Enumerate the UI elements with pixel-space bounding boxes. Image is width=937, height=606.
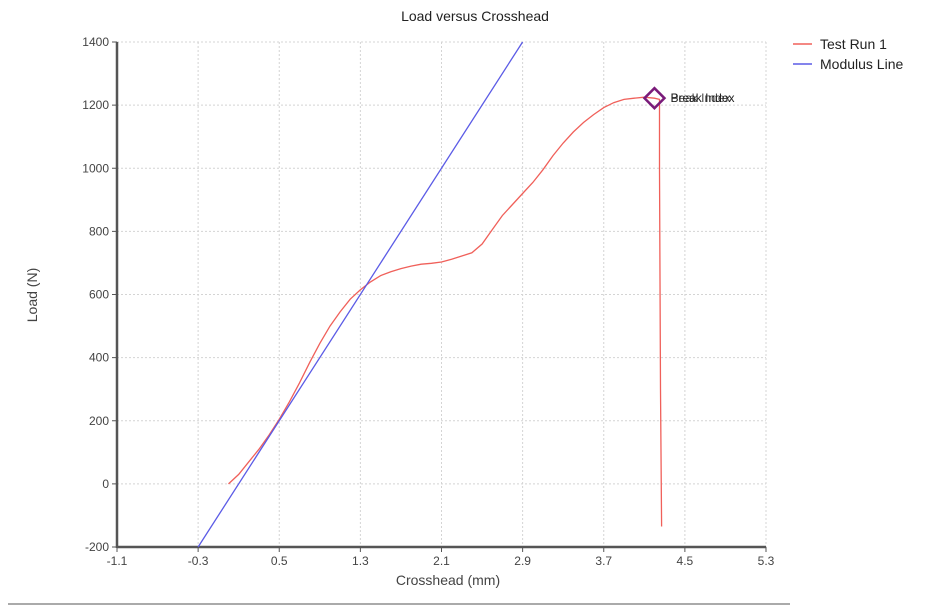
annotation-label: Break Index <box>670 91 734 105</box>
chart-title: Load versus Crosshead <box>401 8 549 24</box>
annotation-label: Peak Index <box>670 91 730 105</box>
x-tick-label: 3.7 <box>595 554 612 568</box>
y-axis-label: Load (N) <box>24 268 40 322</box>
x-tick-label: -0.3 <box>188 554 209 568</box>
x-axis-ticks: -1.1 -0.3 0.5 1.3 2.1 2.9 3.7 4.5 5.3 <box>107 547 775 568</box>
x-tick-label: 0.5 <box>271 554 288 568</box>
x-tick-label: 1.3 <box>352 554 369 568</box>
y-tick-label: 800 <box>89 224 109 238</box>
y-tick-label: 200 <box>89 414 109 428</box>
series-line-1 <box>228 96 663 527</box>
x-tick-label: 5.3 <box>758 554 775 568</box>
y-tick-label: 1000 <box>82 161 109 175</box>
y-axis-ticks: -200 0 200 400 600 800 1000 1200 1400 <box>82 35 117 554</box>
x-tick-label: -1.1 <box>107 554 128 568</box>
y-tick-label: -200 <box>85 540 109 554</box>
y-tick-label: 600 <box>89 288 109 302</box>
x-tick-label: 4.5 <box>677 554 694 568</box>
x-tick-label: 2.9 <box>514 554 531 568</box>
y-tick-label: 400 <box>89 351 109 365</box>
grid-lines <box>116 41 767 548</box>
break-index-marker <box>642 86 667 110</box>
y-tick-label: 1200 <box>82 98 109 112</box>
y-tick-label: 1400 <box>82 35 109 49</box>
legend: Test Run 1 Modulus Line <box>793 36 903 72</box>
legend-label: Test Run 1 <box>820 36 887 52</box>
x-axis-label: Crosshead (mm) <box>396 572 500 588</box>
series-line-2 <box>197 41 524 548</box>
legend-label: Modulus Line <box>820 56 903 72</box>
plot-series <box>197 41 663 548</box>
y-tick-label: 0 <box>102 477 109 491</box>
x-tick-label: 2.1 <box>433 554 450 568</box>
